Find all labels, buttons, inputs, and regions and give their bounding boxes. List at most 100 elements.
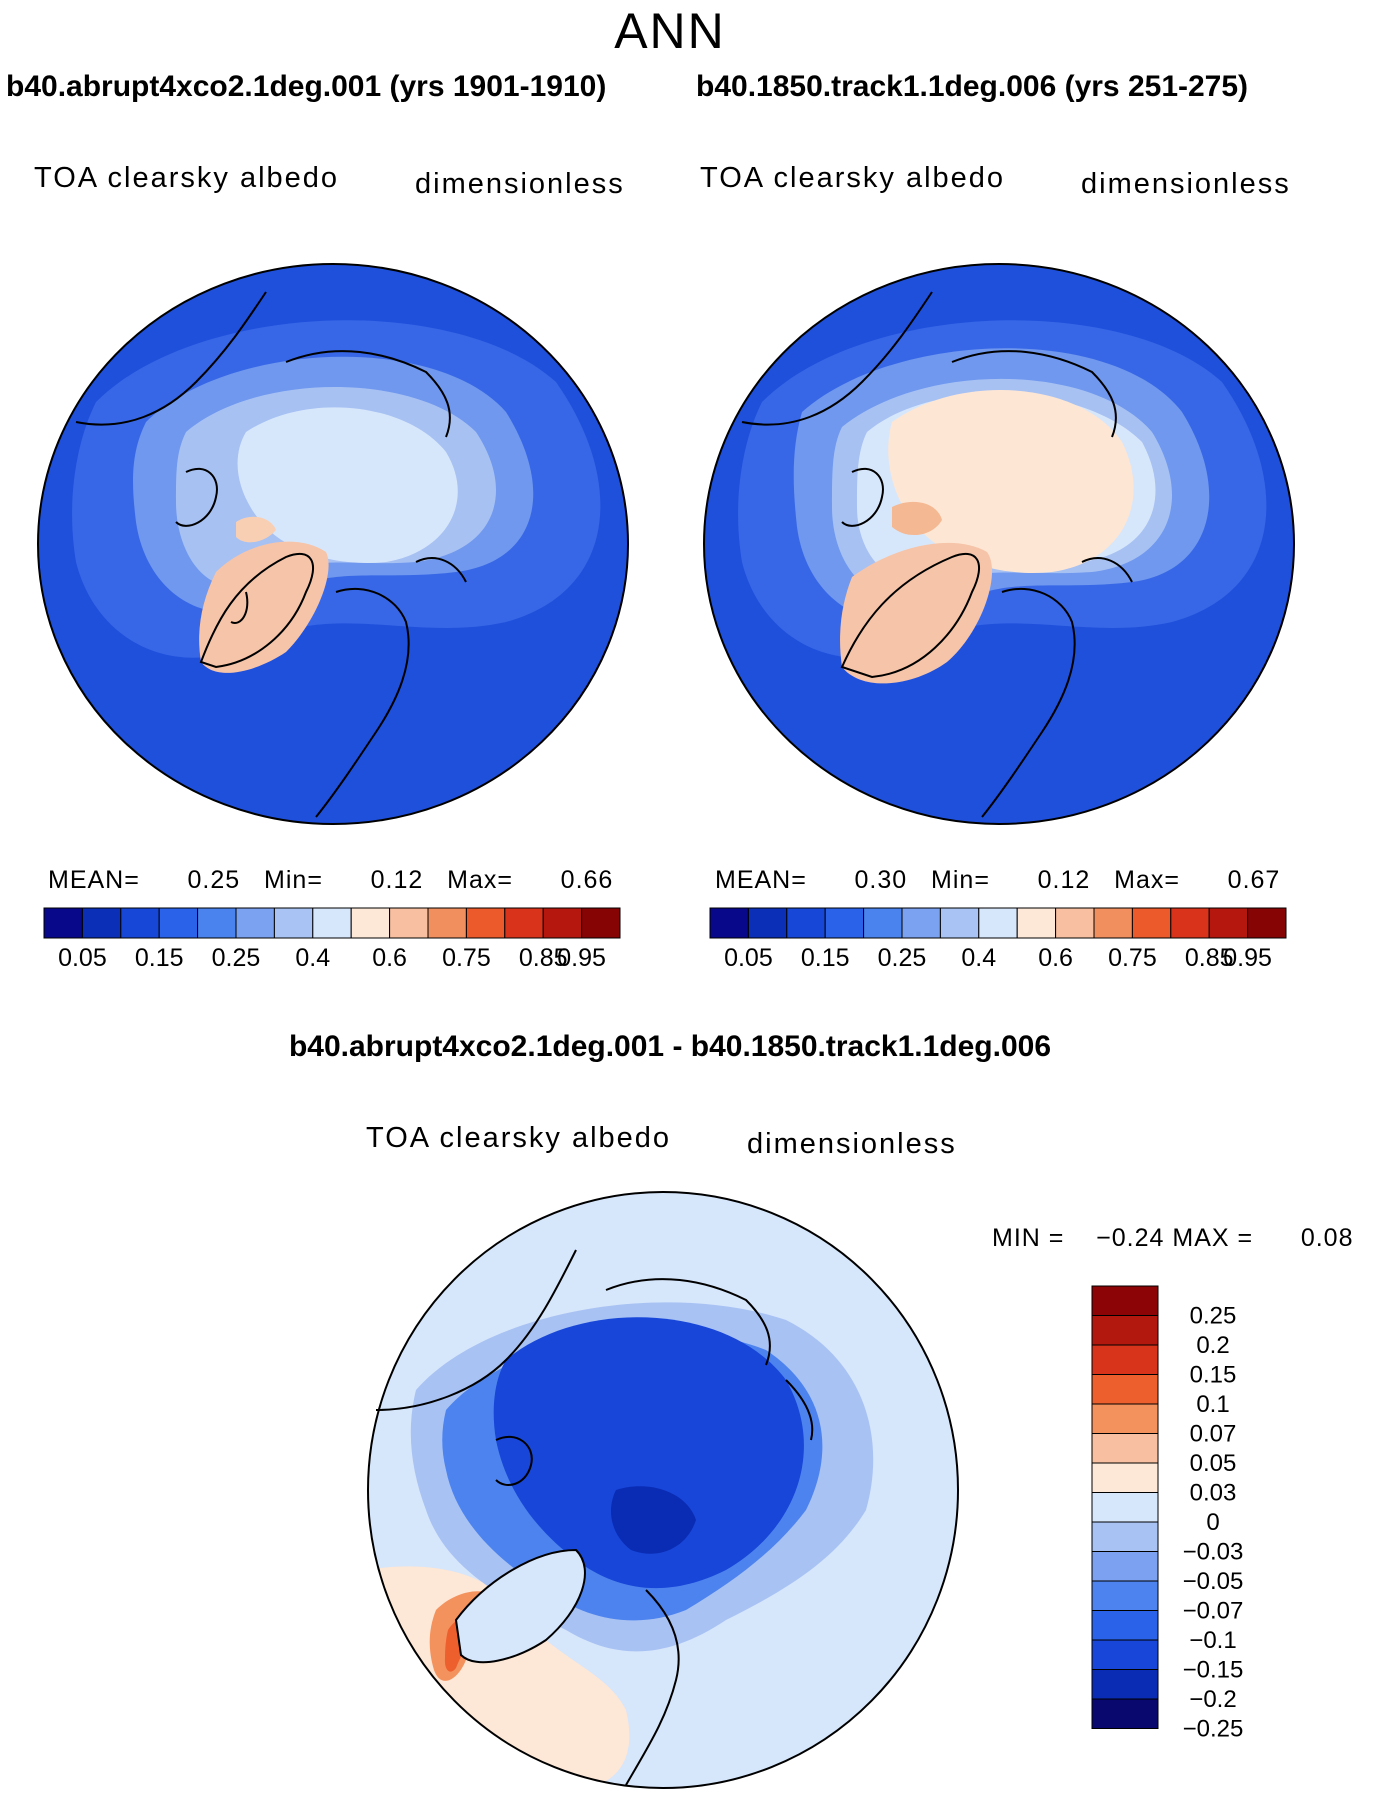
colorbar-tick-label: 0.95 bbox=[557, 944, 606, 972]
colorbar-tick-label: 0.85 bbox=[519, 944, 568, 972]
coastlines bbox=[741, 291, 1133, 818]
colorbar-box bbox=[1016, 907, 1057, 939]
colorbar-tick-label: 0.15 bbox=[135, 944, 184, 972]
difference-title: b40.abrupt4xco2.1deg.001 - b40.1850.trac… bbox=[288, 1030, 1052, 1063]
max-value: 0.08 bbox=[1300, 1224, 1354, 1252]
greenland-ice-sheet bbox=[840, 542, 993, 684]
colorbar-tick-label: 0.25 bbox=[878, 944, 927, 972]
colorbar-box bbox=[1091, 1610, 1159, 1641]
min-label: Min= bbox=[931, 866, 990, 894]
difference-colorbar: 0.250.2 0.150.1 0.070.05 0.030 −0.03−0.05 −0.… bbox=[1091, 1285, 1244, 1743]
min-value: 0.12 bbox=[370, 866, 424, 894]
right-panel-variable-label: TOA clearsky albedo bbox=[700, 162, 1006, 194]
right-panel-case-title: b40.1850.track1.1deg.006 (yrs 251-275) bbox=[696, 70, 1249, 103]
colorbar-box bbox=[1247, 907, 1287, 939]
colorbar-box bbox=[43, 907, 83, 939]
colorbar-box bbox=[709, 907, 749, 939]
colorbar-box bbox=[1093, 907, 1133, 939]
colorbar-box bbox=[747, 907, 788, 939]
colorbar-tick-label: −0.2 bbox=[1189, 1686, 1236, 1713]
difference-variable-label: TOA clearsky albedo bbox=[366, 1122, 672, 1154]
colorbar-box bbox=[465, 907, 506, 939]
colorbar-box bbox=[235, 907, 275, 939]
colorbar-tick-label: 0.03 bbox=[1190, 1480, 1237, 1507]
max-label: MAX = bbox=[1172, 1224, 1254, 1252]
right-panel-stats: MEAN= 0.30 Min= 0.12 Max= 0.67 bbox=[715, 866, 1280, 895]
mean-label: MEAN= bbox=[48, 866, 140, 894]
left-panel-stats: MEAN= 0.25 Min= 0.12 Max= 0.66 bbox=[48, 866, 613, 895]
min-value: −0.24 bbox=[1096, 1224, 1165, 1252]
colorbar-tick-label: −0.15 bbox=[1183, 1657, 1244, 1684]
colorbar-box bbox=[1091, 1521, 1159, 1552]
colorbar-tick-label: 0.4 bbox=[961, 944, 996, 972]
colorbar-box bbox=[542, 907, 583, 939]
colorbar-box bbox=[978, 907, 1018, 939]
colorbar-box bbox=[389, 907, 429, 939]
difference-units-label: dimensionless bbox=[747, 1128, 957, 1160]
colorbar-tick-label: 0.6 bbox=[372, 944, 407, 972]
left-panel-units-label: dimensionless bbox=[415, 168, 625, 200]
colorbar-tick-label: 0.25 bbox=[1190, 1303, 1237, 1330]
map-boundary bbox=[37, 263, 629, 825]
greenland-ice-sheet bbox=[199, 541, 329, 673]
difference-polar-map bbox=[367, 1191, 959, 1789]
colorbar-tick-label: 0.15 bbox=[1190, 1362, 1237, 1389]
min-label: MIN = bbox=[992, 1224, 1065, 1252]
coastlines bbox=[375, 1249, 814, 1786]
mean-value: 0.30 bbox=[854, 866, 908, 894]
left-panel-case-title: b40.abrupt4xco2.1deg.001 (yrs 1901-1910) bbox=[6, 70, 607, 103]
colorbar-box bbox=[1091, 1403, 1159, 1434]
barents-strong-decrease bbox=[611, 1486, 696, 1554]
arctic-ocean-ice bbox=[888, 389, 1134, 573]
colorbar-tick-label: 0 bbox=[1206, 1509, 1219, 1536]
canadian-archipelago-ice bbox=[892, 501, 942, 536]
colorbar-box bbox=[1091, 1698, 1159, 1729]
colorbar-tick-label: 0.6 bbox=[1038, 944, 1073, 972]
colorbar-box bbox=[786, 907, 826, 939]
colorbar-tick-label: 0.1 bbox=[1196, 1391, 1229, 1418]
colorbar-box bbox=[120, 907, 160, 939]
left-panel-variable-label: TOA clearsky albedo bbox=[34, 162, 340, 194]
colorbar-tick-label: −0.03 bbox=[1183, 1539, 1244, 1566]
colorbar-tick-label: 0.07 bbox=[1190, 1421, 1237, 1448]
colorbar-box bbox=[824, 907, 865, 939]
colorbar-box bbox=[1091, 1315, 1159, 1346]
colorbar-tick-label: 0.4 bbox=[295, 944, 330, 972]
colorbar-box bbox=[581, 907, 621, 939]
arctic-ocean-ice bbox=[237, 407, 458, 563]
colorbar-box bbox=[1091, 1639, 1159, 1670]
colorbar-tick-label: −0.25 bbox=[1183, 1716, 1244, 1743]
colorbar-tick-label: 0.85 bbox=[1185, 944, 1234, 972]
colorbar-tick-label: 0.05 bbox=[1190, 1450, 1237, 1477]
max-label: Max= bbox=[1114, 866, 1180, 894]
colorbar-box bbox=[81, 907, 122, 939]
colorbar-box bbox=[350, 907, 391, 939]
colorbar-box bbox=[1091, 1551, 1159, 1582]
colorbar-box bbox=[901, 907, 941, 939]
colorbar-box bbox=[1091, 1492, 1159, 1523]
colorbar-box bbox=[197, 907, 237, 939]
colorbar-tick-label: 0.05 bbox=[58, 944, 107, 972]
map-boundary bbox=[367, 1191, 959, 1789]
colorbar-tick-label: −0.05 bbox=[1183, 1568, 1244, 1595]
right-colorbar: 0.05 0.15 0.25 0.4 0.6 0.75 0.850.95 bbox=[709, 907, 1287, 972]
colorbar-box bbox=[863, 907, 903, 939]
min-label: Min= bbox=[264, 866, 323, 894]
colorbar-box bbox=[427, 907, 467, 939]
right-panel-units-label: dimensionless bbox=[1081, 168, 1291, 200]
colorbar-tick-label: 0.75 bbox=[442, 944, 491, 972]
colorbar-box bbox=[158, 907, 199, 939]
colorbar-tick-label: 0.15 bbox=[801, 944, 850, 972]
max-value: 0.66 bbox=[560, 866, 614, 894]
colorbar-tick-label: 0.95 bbox=[1223, 944, 1272, 972]
colorbar-tick-label: 0.2 bbox=[1196, 1332, 1229, 1359]
colorbar-tick-label: 0.75 bbox=[1108, 944, 1157, 972]
colorbar-box bbox=[1091, 1344, 1159, 1375]
min-value: 0.12 bbox=[1037, 866, 1091, 894]
colorbar-box bbox=[1091, 1374, 1159, 1405]
colorbar-box bbox=[939, 907, 980, 939]
difference-minmax: MIN = −0.24 MAX = 0.08 bbox=[992, 1224, 1353, 1253]
max-value: 0.67 bbox=[1227, 866, 1281, 894]
arctic-ocean-decrease bbox=[493, 1317, 804, 1589]
map-boundary bbox=[703, 263, 1295, 825]
